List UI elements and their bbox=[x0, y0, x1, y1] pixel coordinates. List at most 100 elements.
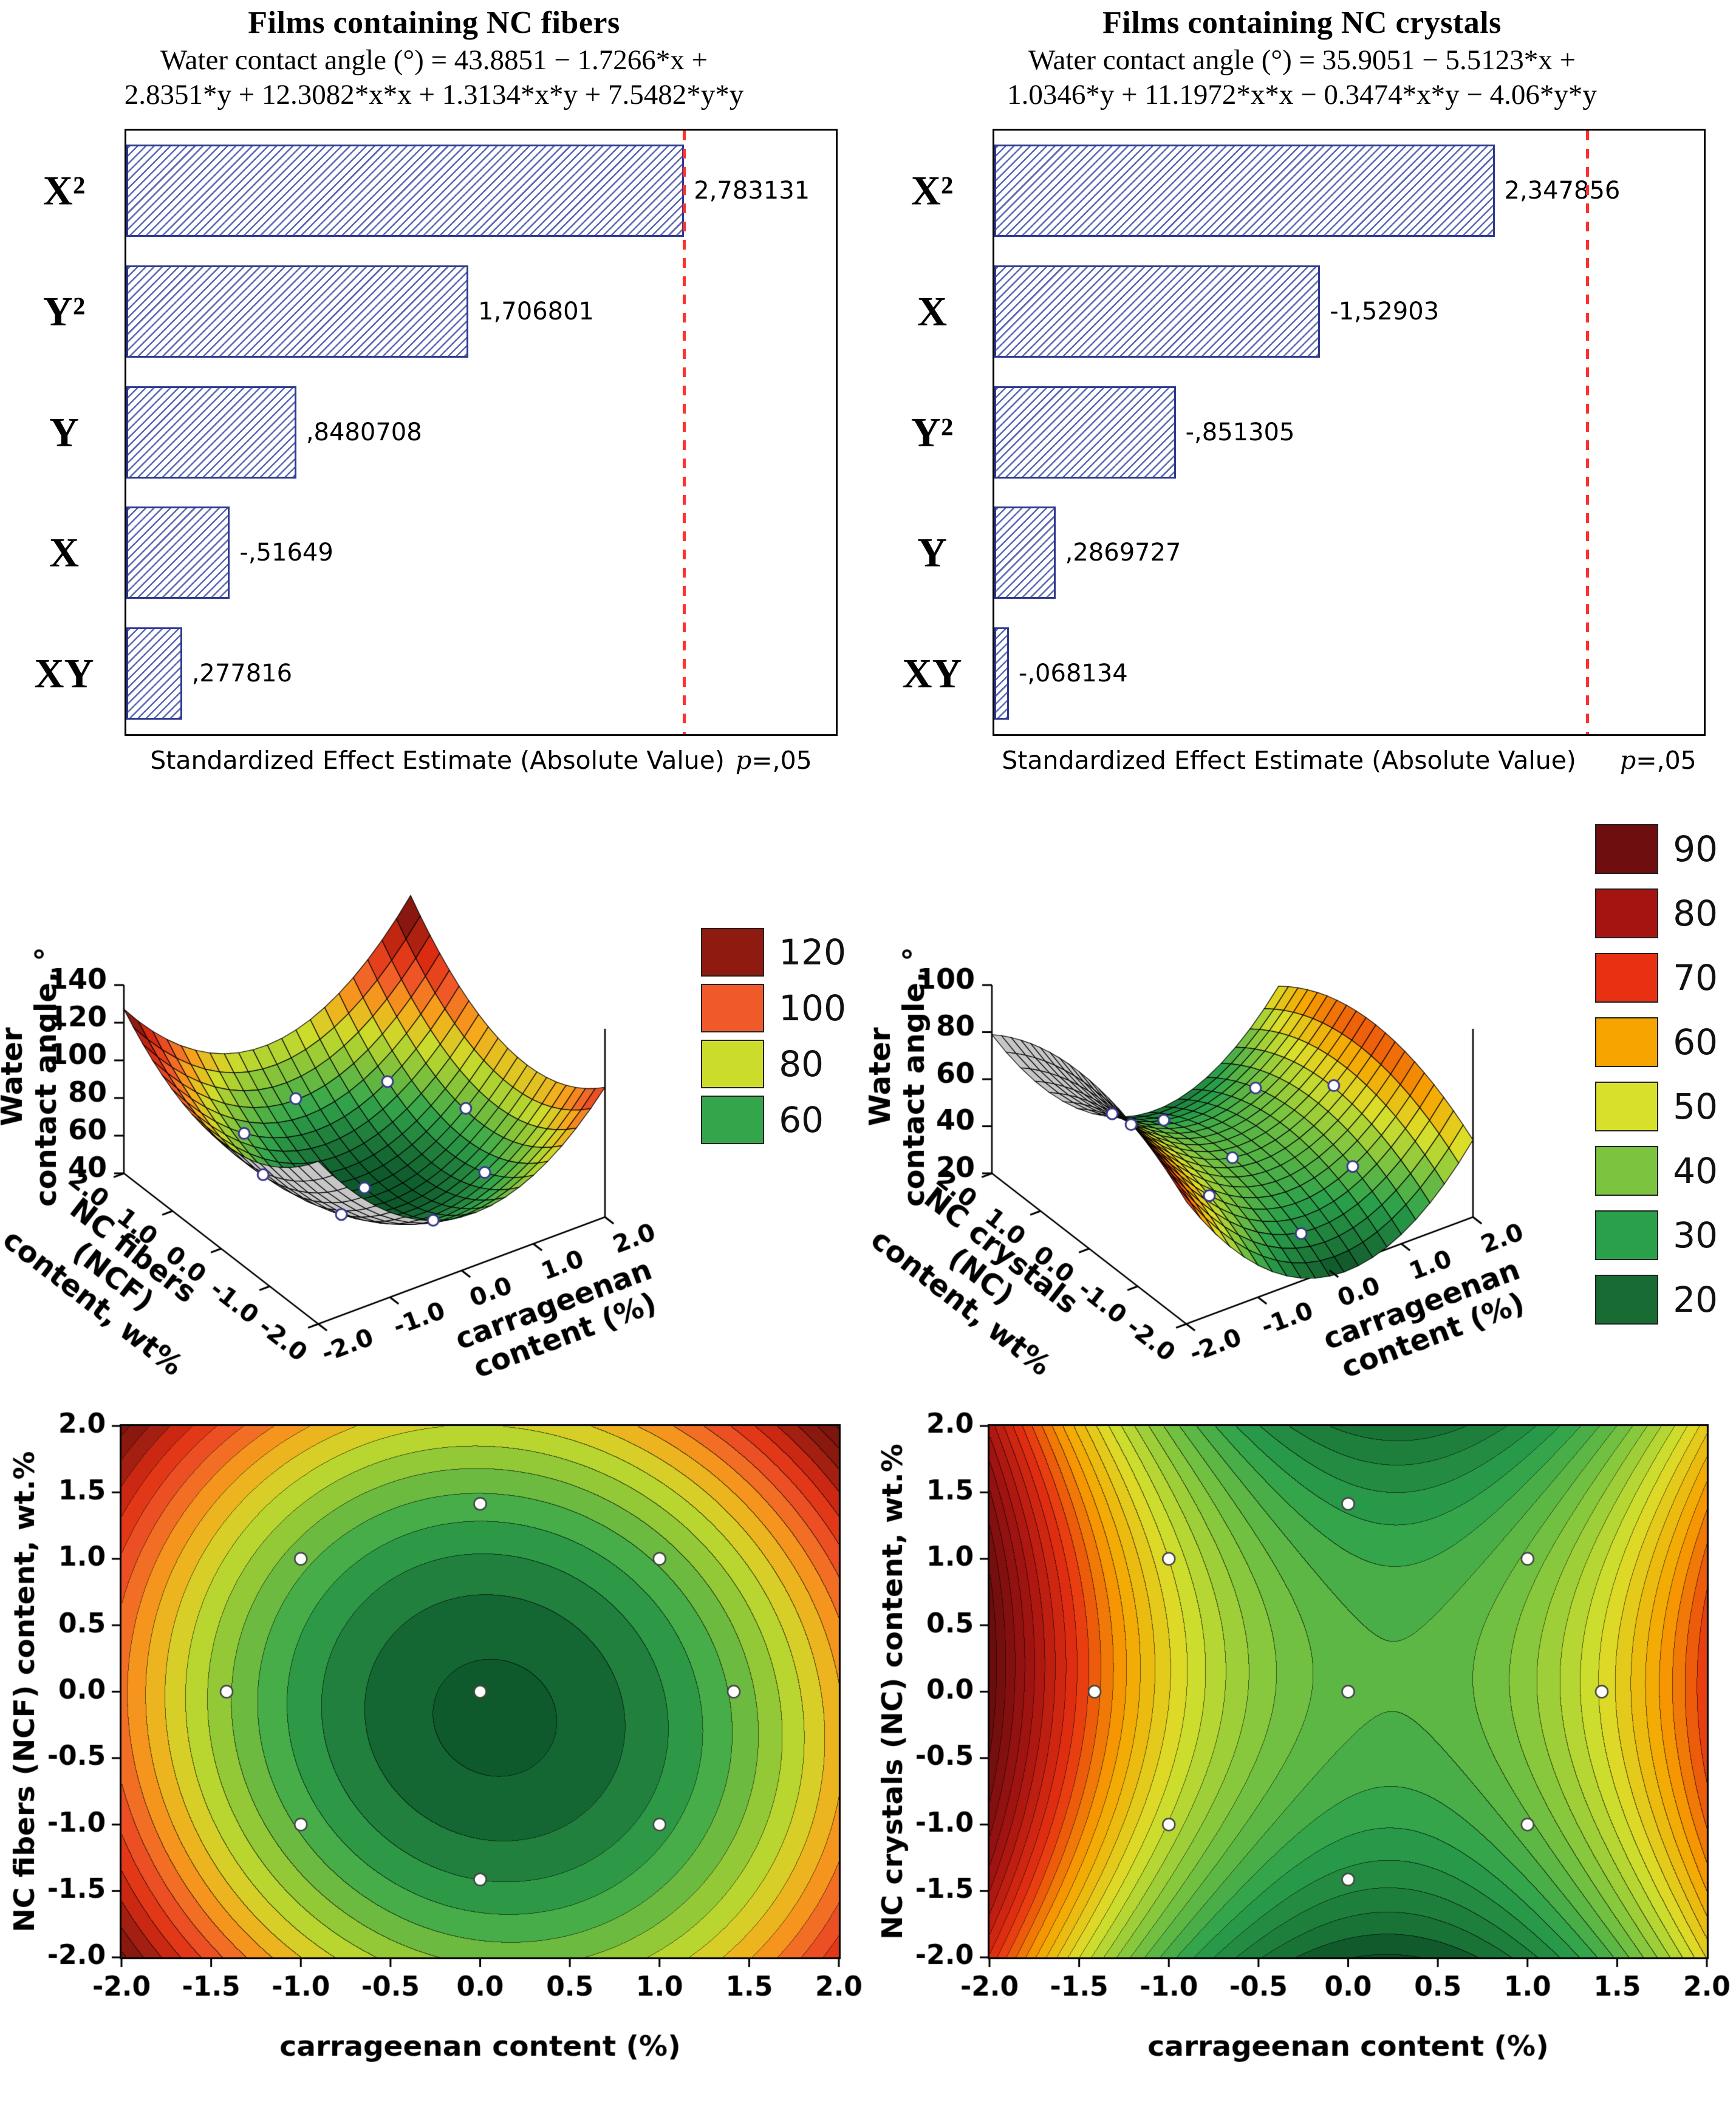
xaxis-label-text: Standardized Effect Estimate (Absolute V… bbox=[150, 745, 725, 775]
p-symbol: p bbox=[1619, 745, 1636, 775]
pareto-row: X² 2,347856 bbox=[911, 131, 1704, 251]
pareto-bar bbox=[126, 506, 230, 599]
legend-swatch bbox=[1595, 1082, 1659, 1131]
p-value: =,05 bbox=[1636, 745, 1697, 775]
pareto-bar bbox=[994, 627, 1009, 720]
surface-legend-ncf: 120 100 80 60 bbox=[701, 928, 846, 1144]
pareto-category-label: Y² bbox=[911, 409, 954, 455]
pareto-bar bbox=[126, 145, 685, 237]
pareto-bar-value: 2,783131 bbox=[694, 177, 810, 205]
pareto-bar-value: ,277816 bbox=[191, 660, 293, 688]
panel-pareto-ncf: Films containing NC fibers Water contact… bbox=[0, 0, 868, 797]
contour-ncf-canvas bbox=[0, 1396, 868, 2111]
panel-title-nc: Films containing NC crystals bbox=[1102, 5, 1502, 40]
legend-swatch bbox=[1595, 1146, 1659, 1196]
pareto-chart-ncf: X² 2,783131 Y² 1,706801 Y ,8480708 X -,51649 XY,… bbox=[34, 128, 838, 736]
p-symbol: p bbox=[735, 745, 752, 775]
legend-value: 80 bbox=[1673, 893, 1718, 934]
pareto-bar-value: -1,52903 bbox=[1330, 297, 1440, 326]
legend-value: 90 bbox=[1673, 828, 1718, 870]
legend-item: 70 bbox=[1595, 953, 1718, 1003]
panel-contour-ncf bbox=[0, 1396, 868, 2111]
pareto-row: Y ,8480708 bbox=[49, 372, 836, 493]
legend-item: 50 bbox=[1595, 1082, 1718, 1131]
pareto-category-label: X² bbox=[911, 167, 954, 214]
legend-item: 120 bbox=[701, 928, 846, 977]
equation-line-1: Water contact angle (°) = 35.9051 − 5.51… bbox=[1028, 44, 1576, 76]
legend-value: 60 bbox=[1673, 1021, 1718, 1063]
pareto-row: X -1,52903 bbox=[917, 251, 1704, 372]
pareto-bar-value: ,2869727 bbox=[1065, 539, 1181, 567]
p-value: =,05 bbox=[751, 745, 812, 775]
legend-item: 80 bbox=[1595, 888, 1718, 938]
pareto-category-label: Y² bbox=[43, 288, 86, 335]
pareto-bar bbox=[126, 386, 296, 479]
legend-value: 50 bbox=[1673, 1086, 1718, 1127]
pareto-chart-nc: X² 2,347856 X -1,52903 Y² -,851305 Y ,2869727 XY… bbox=[902, 128, 1706, 736]
legend-value: 100 bbox=[779, 987, 846, 1029]
pareto-bar-value: 2,347856 bbox=[1504, 177, 1621, 205]
legend-value: 60 bbox=[779, 1099, 824, 1141]
legend-item: 80 bbox=[701, 1040, 846, 1088]
legend-item: 60 bbox=[1595, 1017, 1718, 1067]
pareto-bar bbox=[994, 265, 1321, 358]
pareto-row: X -,51649 bbox=[49, 493, 836, 613]
legend-swatch bbox=[1595, 1210, 1659, 1260]
legend-swatch bbox=[1595, 1275, 1659, 1325]
legend-value: 120 bbox=[779, 932, 846, 973]
legend-item: 90 bbox=[1595, 824, 1718, 874]
pareto-row: XY ,277816 bbox=[34, 613, 836, 734]
pareto-category-label: Y bbox=[49, 409, 80, 455]
legend-item: 100 bbox=[701, 984, 846, 1032]
legend-item: 60 bbox=[701, 1096, 846, 1144]
pareto-bar-value: -,068134 bbox=[1018, 660, 1128, 688]
surface-legend-nc: 90 80 70 60 50 40 30 20 bbox=[1595, 824, 1718, 1325]
legend-swatch bbox=[1595, 1017, 1659, 1067]
pareto-bar bbox=[994, 506, 1056, 599]
legend-value: 20 bbox=[1673, 1279, 1718, 1320]
legend-value: 80 bbox=[779, 1043, 824, 1085]
regression-equation-ncf: Water contact angle (°) = 43.8851 − 1.72… bbox=[0, 43, 868, 113]
pareto-bar bbox=[126, 265, 469, 358]
legend-swatch bbox=[701, 984, 765, 1032]
equation-line-2: 1.0346*y + 11.1972*x*x − 0.3474*x*y − 4.… bbox=[1007, 79, 1597, 111]
legend-value: 30 bbox=[1673, 1215, 1718, 1256]
pareto-category-label: X bbox=[917, 288, 948, 335]
panel-surface-nc: 90 80 70 60 50 40 30 20 bbox=[868, 797, 1736, 1396]
pareto-wrap-nc: X² 2,347856 X -1,52903 Y² -,851305 Y ,2869727 XY… bbox=[902, 128, 1706, 775]
pareto-xaxis-label-ncf: Standardized Effect Estimate (Absolute V… bbox=[125, 746, 838, 775]
pareto-bar-value: -,851305 bbox=[1185, 418, 1295, 446]
pareto-bar bbox=[126, 627, 182, 720]
legend-swatch bbox=[1595, 888, 1659, 938]
panel-pareto-nc: Films containing NC crystals Water conta… bbox=[868, 0, 1736, 797]
significance-threshold-line bbox=[1585, 130, 1589, 734]
legend-value: 70 bbox=[1673, 957, 1718, 998]
pareto-category-label: Y bbox=[917, 529, 948, 576]
legend-value: 40 bbox=[1673, 1150, 1718, 1192]
pareto-row: Y ,2869727 bbox=[917, 493, 1704, 613]
legend-swatch bbox=[701, 928, 765, 977]
pareto-bar bbox=[994, 145, 1495, 237]
legend-item: 20 bbox=[1595, 1275, 1718, 1325]
legend-swatch bbox=[1595, 953, 1659, 1003]
legend-item: 30 bbox=[1595, 1210, 1718, 1260]
pareto-category-label: XY bbox=[902, 650, 962, 697]
pareto-category-label: XY bbox=[34, 650, 94, 697]
pareto-row: X² 2,783131 bbox=[43, 131, 836, 251]
legend-swatch bbox=[701, 1096, 765, 1144]
panel-contour-nc bbox=[868, 1396, 1736, 2111]
equation-line-1: Water contact angle (°) = 43.8851 − 1.72… bbox=[160, 44, 708, 76]
pareto-category-label: X bbox=[49, 529, 80, 576]
contour-nc-canvas bbox=[868, 1396, 1736, 2111]
surface3d-nc-canvas bbox=[868, 797, 1736, 1396]
pareto-bar-value: ,8480708 bbox=[306, 418, 422, 446]
significance-threshold-line bbox=[682, 130, 686, 734]
legend-swatch bbox=[1595, 824, 1659, 874]
legend-item: 40 bbox=[1595, 1146, 1718, 1196]
xaxis-label-text: Standardized Effect Estimate (Absolute V… bbox=[1002, 745, 1576, 775]
pareto-bar-value: -,51649 bbox=[239, 539, 333, 567]
regression-equation-nc: Water contact angle (°) = 35.9051 − 5.51… bbox=[868, 43, 1736, 113]
pareto-xaxis-label-nc: Standardized Effect Estimate (Absolute V… bbox=[993, 746, 1706, 775]
pareto-row: Y² 1,706801 bbox=[43, 251, 836, 372]
